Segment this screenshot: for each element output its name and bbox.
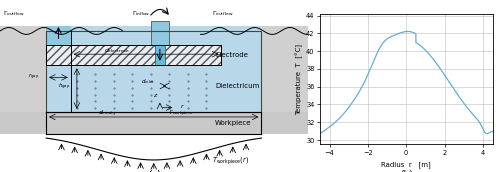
Text: $r_{\rm gap}$: $r_{\rm gap}$ — [28, 72, 40, 82]
Bar — [222, 45, 262, 112]
Y-axis label: Temperature  T  [°C]: Temperature T [°C] — [296, 44, 303, 115]
X-axis label: Radius  r   [m]: Radius r [m] — [382, 162, 431, 168]
Text: $d_{\rm inlet}$: $d_{\rm inlet}$ — [140, 77, 154, 86]
Text: $d_{\rm electrode}$: $d_{\rm electrode}$ — [104, 46, 130, 55]
Text: $T_{\rm workpiece}(r)$: $T_{\rm workpiece}(r)$ — [212, 155, 250, 167]
Bar — [150, 21, 169, 45]
Text: $\Gamma_{\rm outflow}$: $\Gamma_{\rm outflow}$ — [212, 9, 234, 18]
Text: $\Gamma_{\rm workpiece}$: $\Gamma_{\rm workpiece}$ — [169, 109, 194, 120]
Text: (b): (b) — [400, 169, 413, 172]
Text: (a): (a) — [147, 169, 160, 172]
Text: $z$: $z$ — [152, 92, 158, 99]
Text: Workpiece: Workpiece — [215, 120, 252, 126]
Text: Electrode: Electrode — [215, 52, 248, 58]
Bar — [46, 31, 262, 112]
Text: $d_{\rm cavity}$: $d_{\rm cavity}$ — [98, 109, 117, 119]
Text: Dielectricum: Dielectricum — [215, 83, 260, 89]
Bar — [156, 45, 164, 65]
Bar — [262, 112, 308, 134]
Text: $h_{\rm gap}$: $h_{\rm gap}$ — [58, 82, 71, 93]
Bar — [262, 26, 308, 112]
Bar — [46, 45, 222, 65]
Bar — [46, 26, 70, 112]
Text: $r$: $r$ — [180, 102, 185, 110]
Text: $\Gamma_{\rm outflow}$: $\Gamma_{\rm outflow}$ — [3, 9, 24, 18]
Bar — [46, 112, 262, 134]
Bar — [0, 26, 46, 112]
Bar — [0, 112, 46, 134]
Bar — [46, 26, 262, 112]
Text: $\Gamma_{\rm inflow}$: $\Gamma_{\rm inflow}$ — [132, 9, 150, 18]
Bar — [46, 65, 222, 112]
